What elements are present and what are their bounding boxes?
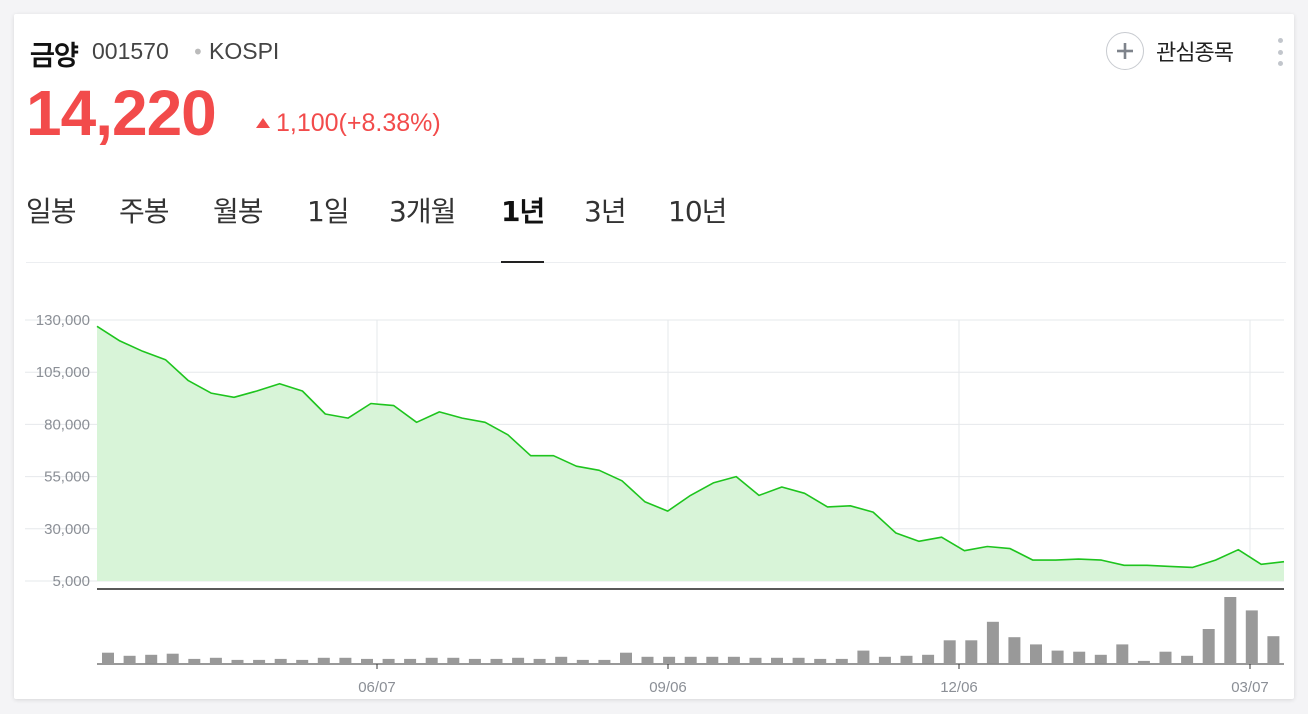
volume-bar [209, 657, 222, 663]
y-tick-label: 80,000 [44, 416, 90, 433]
price-area [97, 326, 1284, 581]
y-tick-label: 30,000 [44, 521, 90, 538]
volume-bar [490, 658, 503, 663]
volume-bar [684, 656, 697, 663]
y-tick-label: 55,000 [44, 469, 90, 486]
volume-bar [123, 655, 136, 663]
volume-bar [1137, 660, 1150, 663]
kebab-menu-icon[interactable] [1272, 34, 1288, 70]
stock-code: 001570 [92, 38, 169, 64]
volume-bar [447, 657, 460, 663]
tab-1y[interactable]: 1년 [501, 190, 545, 263]
y-tick-label: 105,000 [36, 364, 90, 381]
tab-1d[interactable]: 1일 [307, 195, 350, 228]
volume-bar [576, 659, 589, 663]
volume-bar [425, 657, 438, 663]
volume-bar [1094, 654, 1107, 664]
volume-bar [339, 657, 352, 663]
separator-dot: • [192, 40, 204, 64]
volume-bar [1073, 651, 1086, 663]
volume-bar [878, 656, 891, 663]
current-price: 14,220 [26, 77, 217, 149]
volume-bar [1181, 655, 1194, 663]
volume-bar [102, 652, 114, 663]
volume-bar [231, 659, 244, 663]
period-tabs: 일봉 주봉 월봉 1일 3개월 1년 3년 10년 [26, 190, 1286, 263]
volume-bar [922, 654, 935, 664]
volume-bar [1008, 637, 1021, 663]
stock-card: 금양 001570 • KOSPI 관심종목 14,220 1,100(+8.3… [14, 14, 1294, 699]
volume-bar [274, 658, 287, 663]
plus-icon [1106, 32, 1144, 70]
price-change-value: 1,100(+8.38%) [276, 109, 441, 137]
volume-bar [835, 658, 848, 663]
volume-bar [1224, 597, 1237, 663]
x-tick-label: 03/07 [1231, 679, 1269, 696]
stock-name: 금양 [30, 41, 79, 72]
volume-bar [727, 656, 740, 663]
tab-3m[interactable]: 3개월 [389, 195, 456, 228]
volume-bar [620, 652, 632, 663]
tab-3y[interactable]: 3년 [584, 195, 627, 228]
volume-bar [749, 657, 762, 663]
y-tick-label: 130,000 [36, 312, 90, 329]
volume-bar [317, 657, 330, 663]
volume-bar [706, 656, 719, 663]
volume-bar [598, 659, 611, 663]
volume-bar [663, 656, 676, 663]
volume-bar [986, 621, 999, 664]
x-tick-label: 12/06 [940, 679, 978, 696]
volume-bar [512, 657, 525, 663]
tab-weekly[interactable]: 주봉 [119, 195, 170, 228]
price-line [96, 325, 1285, 569]
tab-monthly[interactable]: 월봉 [213, 195, 264, 228]
volume-bar [792, 657, 805, 663]
volume-bar [468, 658, 481, 663]
volume-bar [1159, 651, 1172, 663]
volume-bar [965, 640, 978, 663]
y-tick-label: 5,000 [52, 573, 90, 590]
volume-bar [1245, 610, 1258, 663]
volume-bar [771, 657, 783, 663]
market-name: KOSPI [209, 38, 280, 64]
volume-bar [1267, 636, 1280, 663]
volume-bar [188, 658, 201, 663]
volume-bar [857, 650, 870, 663]
volume-bar [361, 658, 373, 663]
volume-bar [253, 659, 266, 663]
tab-daily[interactable]: 일봉 [26, 195, 77, 228]
up-triangle-icon [256, 117, 270, 128]
volume-bar [1030, 644, 1042, 663]
x-tick-label: 09/06 [649, 679, 687, 696]
volume-bar [382, 658, 395, 663]
volume-bar [555, 656, 568, 663]
volume-bar [641, 656, 654, 663]
tab-10y[interactable]: 10년 [668, 195, 727, 228]
volume-bar [1051, 650, 1064, 663]
volume-bar [814, 658, 827, 663]
volume-bar [404, 658, 417, 663]
watchlist-label: 관심종목 [1156, 41, 1234, 66]
volume-bar [1116, 644, 1129, 663]
volume-bar [145, 654, 158, 664]
x-tick-label: 06/07 [358, 679, 396, 696]
volume-bar [296, 659, 309, 663]
add-watchlist-button[interactable]: 관심종목 [1106, 30, 1234, 72]
volume-bar [900, 655, 913, 663]
price-change: 1,100(+8.38%) [256, 109, 441, 138]
volume-bar [533, 658, 546, 663]
volume-bar [166, 653, 179, 663]
volume-bar [1202, 629, 1215, 663]
volume-bar [943, 640, 956, 663]
